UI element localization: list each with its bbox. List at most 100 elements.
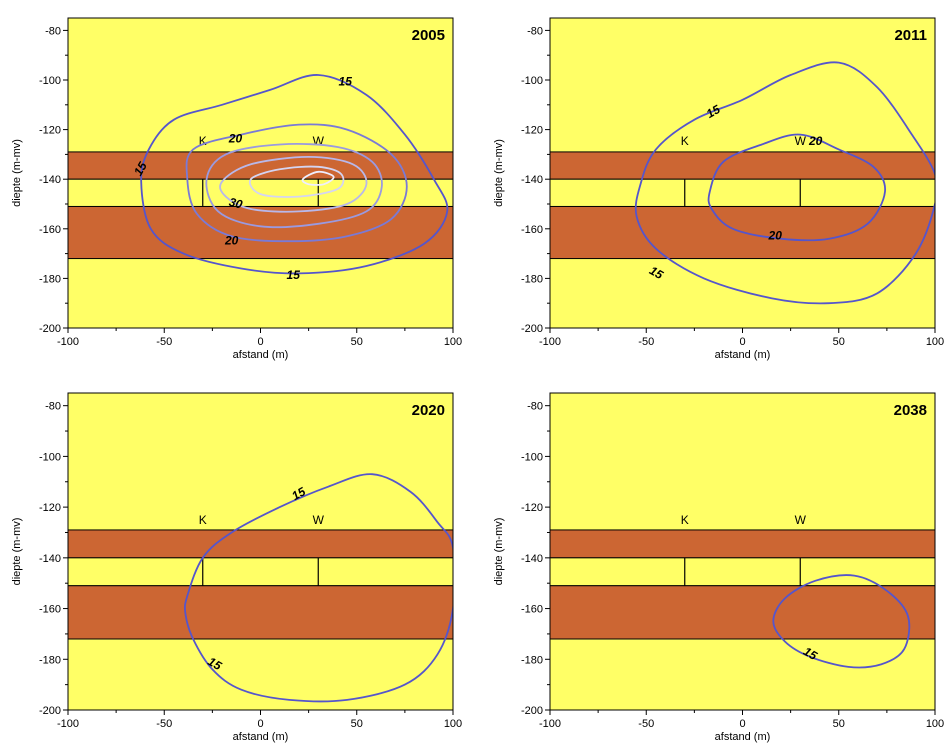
- y-tick-label: -80: [527, 25, 543, 37]
- y-tick-label: -100: [521, 75, 543, 87]
- y-tick-label: -120: [521, 502, 543, 514]
- x-tick-label: -50: [156, 336, 172, 348]
- y-tick-label: -80: [527, 401, 543, 413]
- y-axis-label: diepte (m-mv): [11, 518, 23, 586]
- x-axis-label: afstand (m): [233, 731, 289, 743]
- well-label-W: W: [313, 513, 325, 527]
- clay-layer: [67, 585, 454, 640]
- y-tick-label: -140: [39, 553, 61, 565]
- x-tick-label: -50: [638, 336, 654, 348]
- y-tick-label: -200: [39, 705, 61, 717]
- x-tick-label: 0: [257, 336, 263, 348]
- contour-15: [140, 74, 449, 275]
- contour-20: [707, 133, 886, 242]
- y-axis-label: diepte (m-mv): [11, 139, 23, 207]
- contour-40: [301, 170, 335, 186]
- y-tick-label: -160: [521, 224, 543, 236]
- y-tick-label: -100: [39, 451, 61, 463]
- y-tick-label: -160: [39, 604, 61, 616]
- x-tick-label: -100: [539, 718, 561, 730]
- x-tick-label: 50: [833, 336, 845, 348]
- y-tick-label: -200: [521, 323, 543, 335]
- x-tick-label: 50: [351, 718, 363, 730]
- contour-label: 15: [704, 102, 723, 121]
- y-tick-label: -140: [521, 553, 543, 565]
- well-label-W: W: [795, 513, 807, 527]
- y-tick-label: -120: [39, 125, 61, 137]
- contour-label: 15: [339, 75, 353, 89]
- contour-label: 20: [808, 134, 823, 148]
- chart-panel-2005: K W 15 15 20 30 20 15 2005 -100 -50 0 50 100 -80 -100 -1…: [11, 17, 462, 361]
- contour-label: 20: [224, 233, 239, 247]
- contour-label: 20: [768, 228, 783, 242]
- clay-layer: [549, 529, 936, 559]
- y-tick-label: -200: [521, 705, 543, 717]
- y-tick-label: -120: [521, 125, 543, 137]
- contour-label: 15: [205, 654, 224, 673]
- well-label-W: W: [313, 134, 325, 148]
- contour-group: [183, 473, 453, 703]
- x-tick-label: 0: [739, 718, 745, 730]
- contour-label: 15: [289, 484, 308, 503]
- y-tick-label: -200: [39, 323, 61, 335]
- contour-25: [205, 143, 383, 229]
- clay-layer: [549, 151, 936, 180]
- y-tick-label: -140: [39, 174, 61, 186]
- panel-year: 2005: [412, 27, 445, 44]
- well-label-K: K: [199, 513, 207, 527]
- contour-15: [183, 473, 453, 703]
- y-tick-label: -160: [39, 224, 61, 236]
- chart-panel-2020: K W 15 15 2020 -100 -50 0 50 100 -80 -100 -120 -140 -1…: [11, 392, 462, 743]
- clay-layer: [67, 205, 454, 260]
- contour-35: [249, 165, 345, 198]
- x-axis-label: afstand (m): [715, 731, 771, 743]
- sand-layer: [67, 178, 454, 207]
- x-tick-label: 100: [926, 718, 944, 730]
- x-axis-label: afstand (m): [715, 349, 771, 361]
- x-tick-label: 0: [257, 718, 263, 730]
- x-tick-label: -50: [638, 718, 654, 730]
- panel-year: 2020: [412, 402, 445, 419]
- y-tick-label: -80: [45, 401, 61, 413]
- x-tick-label: 50: [351, 336, 363, 348]
- contour-group: [140, 74, 449, 275]
- sand-layer: [67, 557, 454, 587]
- contour-group: [772, 574, 911, 669]
- well-label-W: W: [795, 134, 807, 148]
- clay-layer: [549, 585, 936, 640]
- y-tick-label: -160: [521, 604, 543, 616]
- x-axis-label: afstand (m): [233, 349, 289, 361]
- well-label-K: K: [681, 513, 689, 527]
- clay-layer: [67, 529, 454, 559]
- y-axis-label: diepte (m-mv): [493, 518, 505, 586]
- contour-label: 15: [131, 159, 150, 178]
- contour-label: 20: [228, 132, 243, 146]
- y-tick-label: -100: [39, 75, 61, 87]
- x-tick-label: -100: [539, 336, 561, 348]
- contour-label: 15: [801, 644, 820, 663]
- x-tick-label: -100: [57, 336, 79, 348]
- contour-label: 30: [227, 195, 244, 212]
- contour-15: [772, 574, 911, 669]
- chart-panel-2038: K W 15 2038 -100 -50 0 50 100 -80 -100 -120 -140 -160…: [493, 392, 944, 743]
- contour-group: [634, 61, 935, 305]
- contour-label: 15: [287, 268, 301, 282]
- panel-year: 2038: [894, 402, 927, 419]
- x-tick-label: -50: [156, 718, 172, 730]
- contour-20: [185, 123, 408, 243]
- y-tick-label: -80: [45, 25, 61, 37]
- y-tick-label: -100: [521, 451, 543, 463]
- clay-layer: [67, 151, 454, 180]
- sand-layer: [549, 178, 936, 207]
- y-tick-label: -180: [521, 654, 543, 666]
- x-tick-label: 100: [926, 336, 944, 348]
- chart-panel-2011: K W 15 20 20 15 2011 -100 -50 0 50 100 -80 -100 -120 -1…: [493, 17, 944, 361]
- y-axis-label: diepte (m-mv): [493, 139, 505, 207]
- contour-15: [634, 61, 935, 305]
- x-tick-label: 100: [444, 718, 462, 730]
- y-tick-label: -180: [39, 273, 61, 285]
- well-label-K: K: [199, 134, 207, 148]
- x-tick-label: 0: [739, 336, 745, 348]
- y-tick-label: -180: [39, 654, 61, 666]
